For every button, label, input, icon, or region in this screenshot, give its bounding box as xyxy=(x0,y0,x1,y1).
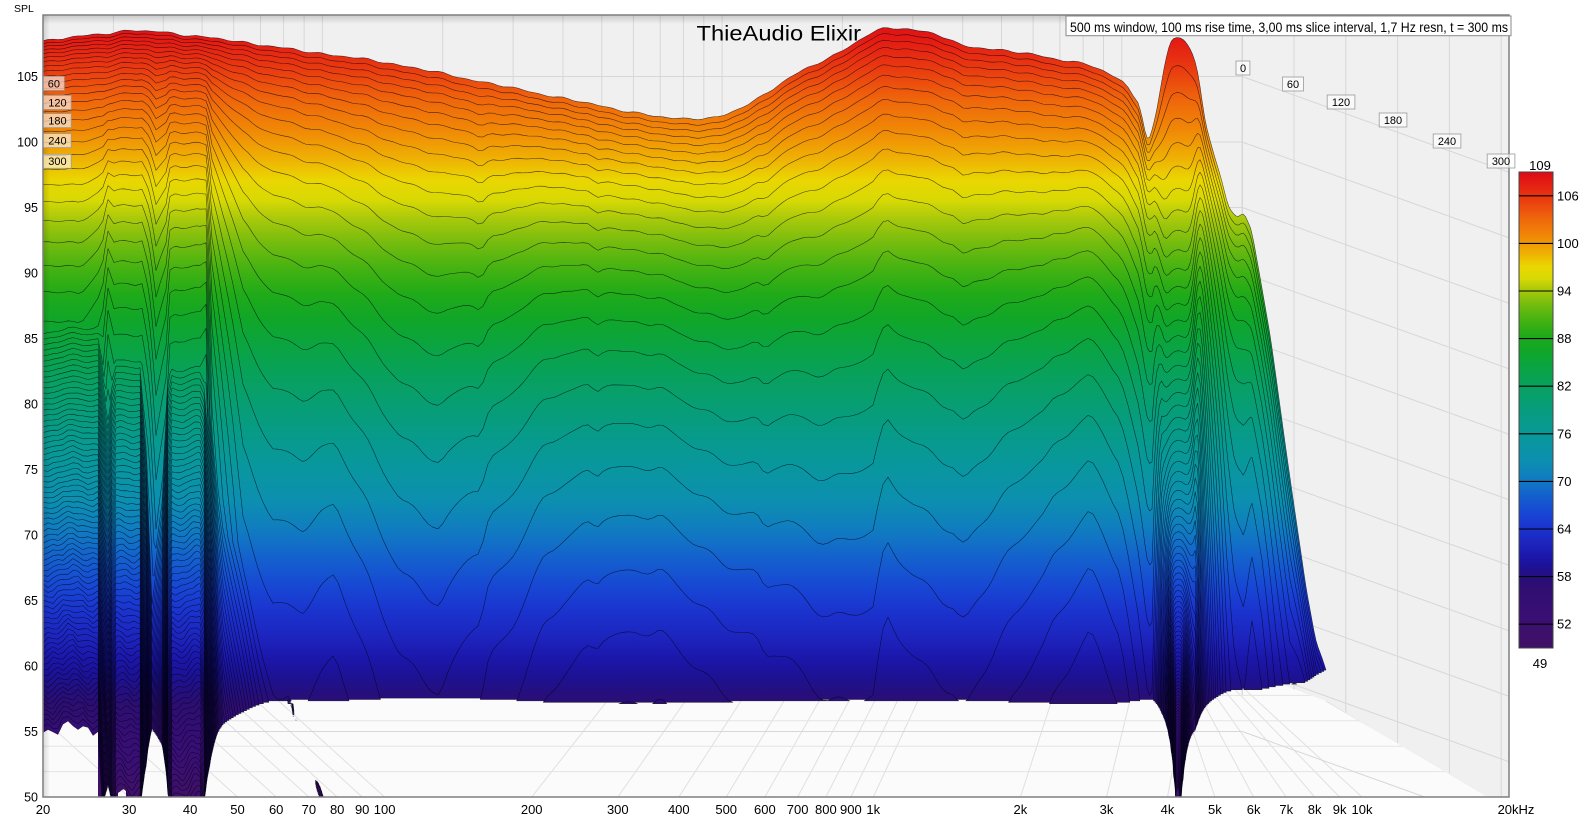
svg-text:80: 80 xyxy=(330,802,344,817)
svg-text:7k: 7k xyxy=(1279,802,1293,817)
svg-text:2k: 2k xyxy=(1014,802,1028,817)
svg-text:10k: 10k xyxy=(1352,802,1373,817)
svg-text:20kHz: 20kHz xyxy=(1498,802,1535,817)
svg-text:300: 300 xyxy=(48,156,66,168)
svg-text:500 ms window, 100 ms rise tim: 500 ms window, 100 ms rise time, 3,00 ms… xyxy=(1070,19,1508,35)
svg-text:900: 900 xyxy=(840,802,862,817)
svg-text:600: 600 xyxy=(754,802,776,817)
svg-text:5k: 5k xyxy=(1208,802,1222,817)
svg-text:4k: 4k xyxy=(1161,802,1175,817)
svg-text:8k: 8k xyxy=(1308,802,1322,817)
svg-text:94: 94 xyxy=(1557,284,1571,299)
svg-text:120: 120 xyxy=(1332,97,1350,109)
svg-text:106: 106 xyxy=(1557,188,1579,203)
svg-text:85: 85 xyxy=(24,332,38,346)
svg-text:80: 80 xyxy=(24,397,38,411)
svg-text:100: 100 xyxy=(17,135,38,149)
svg-text:50: 50 xyxy=(24,790,38,804)
svg-text:180: 180 xyxy=(1384,115,1402,127)
svg-text:300: 300 xyxy=(1492,156,1510,168)
svg-text:300: 300 xyxy=(607,802,629,817)
svg-text:105: 105 xyxy=(17,70,38,84)
svg-text:90: 90 xyxy=(355,802,369,817)
svg-text:60: 60 xyxy=(48,78,60,90)
svg-text:100: 100 xyxy=(1557,236,1579,251)
svg-text:82: 82 xyxy=(1557,379,1571,394)
svg-text:800: 800 xyxy=(815,802,837,817)
svg-text:88: 88 xyxy=(1557,331,1571,346)
svg-text:700: 700 xyxy=(787,802,809,817)
svg-text:9k: 9k xyxy=(1333,802,1347,817)
svg-text:64: 64 xyxy=(1557,522,1571,537)
svg-text:3k: 3k xyxy=(1100,802,1114,817)
svg-text:70: 70 xyxy=(302,802,316,817)
svg-text:40: 40 xyxy=(183,802,197,817)
svg-text:109: 109 xyxy=(1529,158,1551,173)
svg-text:ThieAudio Elixir: ThieAudio Elixir xyxy=(697,21,862,45)
svg-text:75: 75 xyxy=(24,463,38,477)
svg-text:49: 49 xyxy=(1533,656,1547,671)
svg-text:0: 0 xyxy=(1240,63,1246,75)
svg-text:400: 400 xyxy=(668,802,690,817)
svg-text:50: 50 xyxy=(230,802,244,817)
svg-text:30: 30 xyxy=(122,802,136,817)
svg-text:58: 58 xyxy=(1557,569,1571,584)
svg-text:95: 95 xyxy=(24,201,38,215)
svg-text:52: 52 xyxy=(1557,617,1571,632)
svg-text:180: 180 xyxy=(48,116,66,128)
svg-text:240: 240 xyxy=(1438,136,1456,148)
svg-text:120: 120 xyxy=(48,97,66,109)
svg-text:1k: 1k xyxy=(866,802,880,817)
svg-text:76: 76 xyxy=(1557,426,1571,441)
svg-text:65: 65 xyxy=(24,594,38,608)
svg-text:60: 60 xyxy=(269,802,283,817)
svg-text:60: 60 xyxy=(24,659,38,673)
svg-text:6k: 6k xyxy=(1247,802,1261,817)
svg-text:55: 55 xyxy=(24,725,38,739)
svg-text:240: 240 xyxy=(48,136,66,148)
svg-text:90: 90 xyxy=(24,266,38,280)
svg-text:70: 70 xyxy=(1557,474,1571,489)
svg-text:500: 500 xyxy=(715,802,737,817)
svg-text:70: 70 xyxy=(24,528,38,542)
svg-text:20: 20 xyxy=(36,802,50,817)
svg-text:60: 60 xyxy=(1287,79,1299,91)
svg-text:200: 200 xyxy=(521,802,543,817)
svg-text:SPL: SPL xyxy=(14,3,34,15)
svg-text:100: 100 xyxy=(374,802,396,817)
